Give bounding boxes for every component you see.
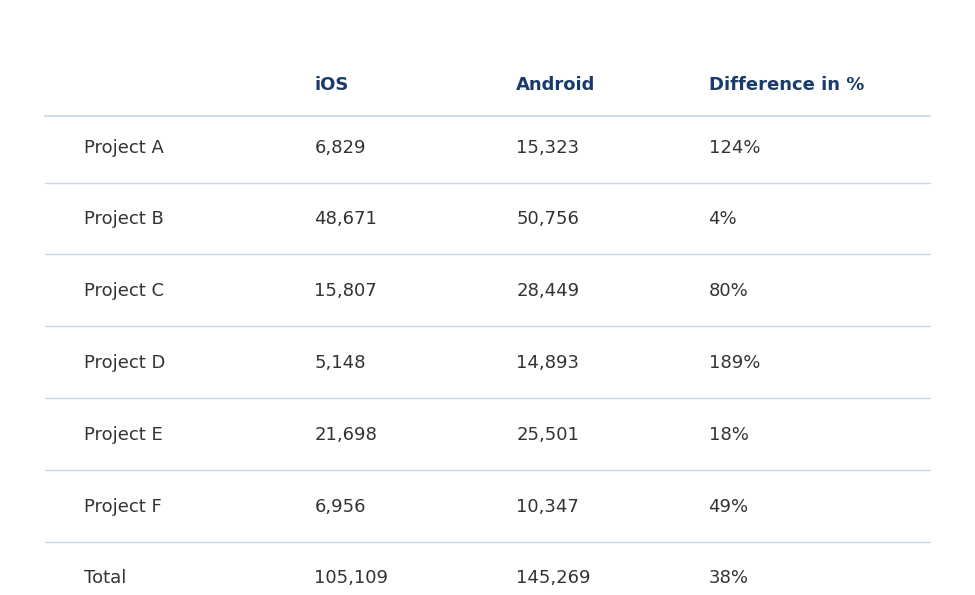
Text: 5,148: 5,148 xyxy=(315,354,366,372)
Text: Project F: Project F xyxy=(84,497,162,516)
Text: 124%: 124% xyxy=(709,139,760,156)
Text: 105,109: 105,109 xyxy=(315,569,388,587)
Text: 21,698: 21,698 xyxy=(315,426,377,444)
Text: 189%: 189% xyxy=(709,354,760,372)
Text: Difference in %: Difference in % xyxy=(709,76,864,93)
Text: 50,756: 50,756 xyxy=(517,211,579,228)
Text: 15,323: 15,323 xyxy=(517,139,579,156)
Text: 38%: 38% xyxy=(709,569,749,587)
Text: Android: Android xyxy=(517,76,596,93)
Text: Project C: Project C xyxy=(84,282,164,300)
Text: Project D: Project D xyxy=(84,354,165,372)
Text: 6,956: 6,956 xyxy=(315,497,366,516)
Text: 25,501: 25,501 xyxy=(517,426,579,444)
Text: 49%: 49% xyxy=(709,497,749,516)
Text: Project E: Project E xyxy=(84,426,163,444)
Text: 14,893: 14,893 xyxy=(517,354,579,372)
Text: Total: Total xyxy=(84,569,126,587)
Text: 4%: 4% xyxy=(709,211,737,228)
Text: 145,269: 145,269 xyxy=(517,569,591,587)
Text: Project B: Project B xyxy=(84,211,164,228)
Text: Project A: Project A xyxy=(84,139,164,156)
Text: 6,829: 6,829 xyxy=(315,139,366,156)
Text: 28,449: 28,449 xyxy=(517,282,579,300)
Text: 10,347: 10,347 xyxy=(517,497,579,516)
Text: 48,671: 48,671 xyxy=(315,211,377,228)
Text: 18%: 18% xyxy=(709,426,749,444)
Text: iOS: iOS xyxy=(315,76,349,93)
Text: 80%: 80% xyxy=(709,282,748,300)
Text: 15,807: 15,807 xyxy=(315,282,377,300)
